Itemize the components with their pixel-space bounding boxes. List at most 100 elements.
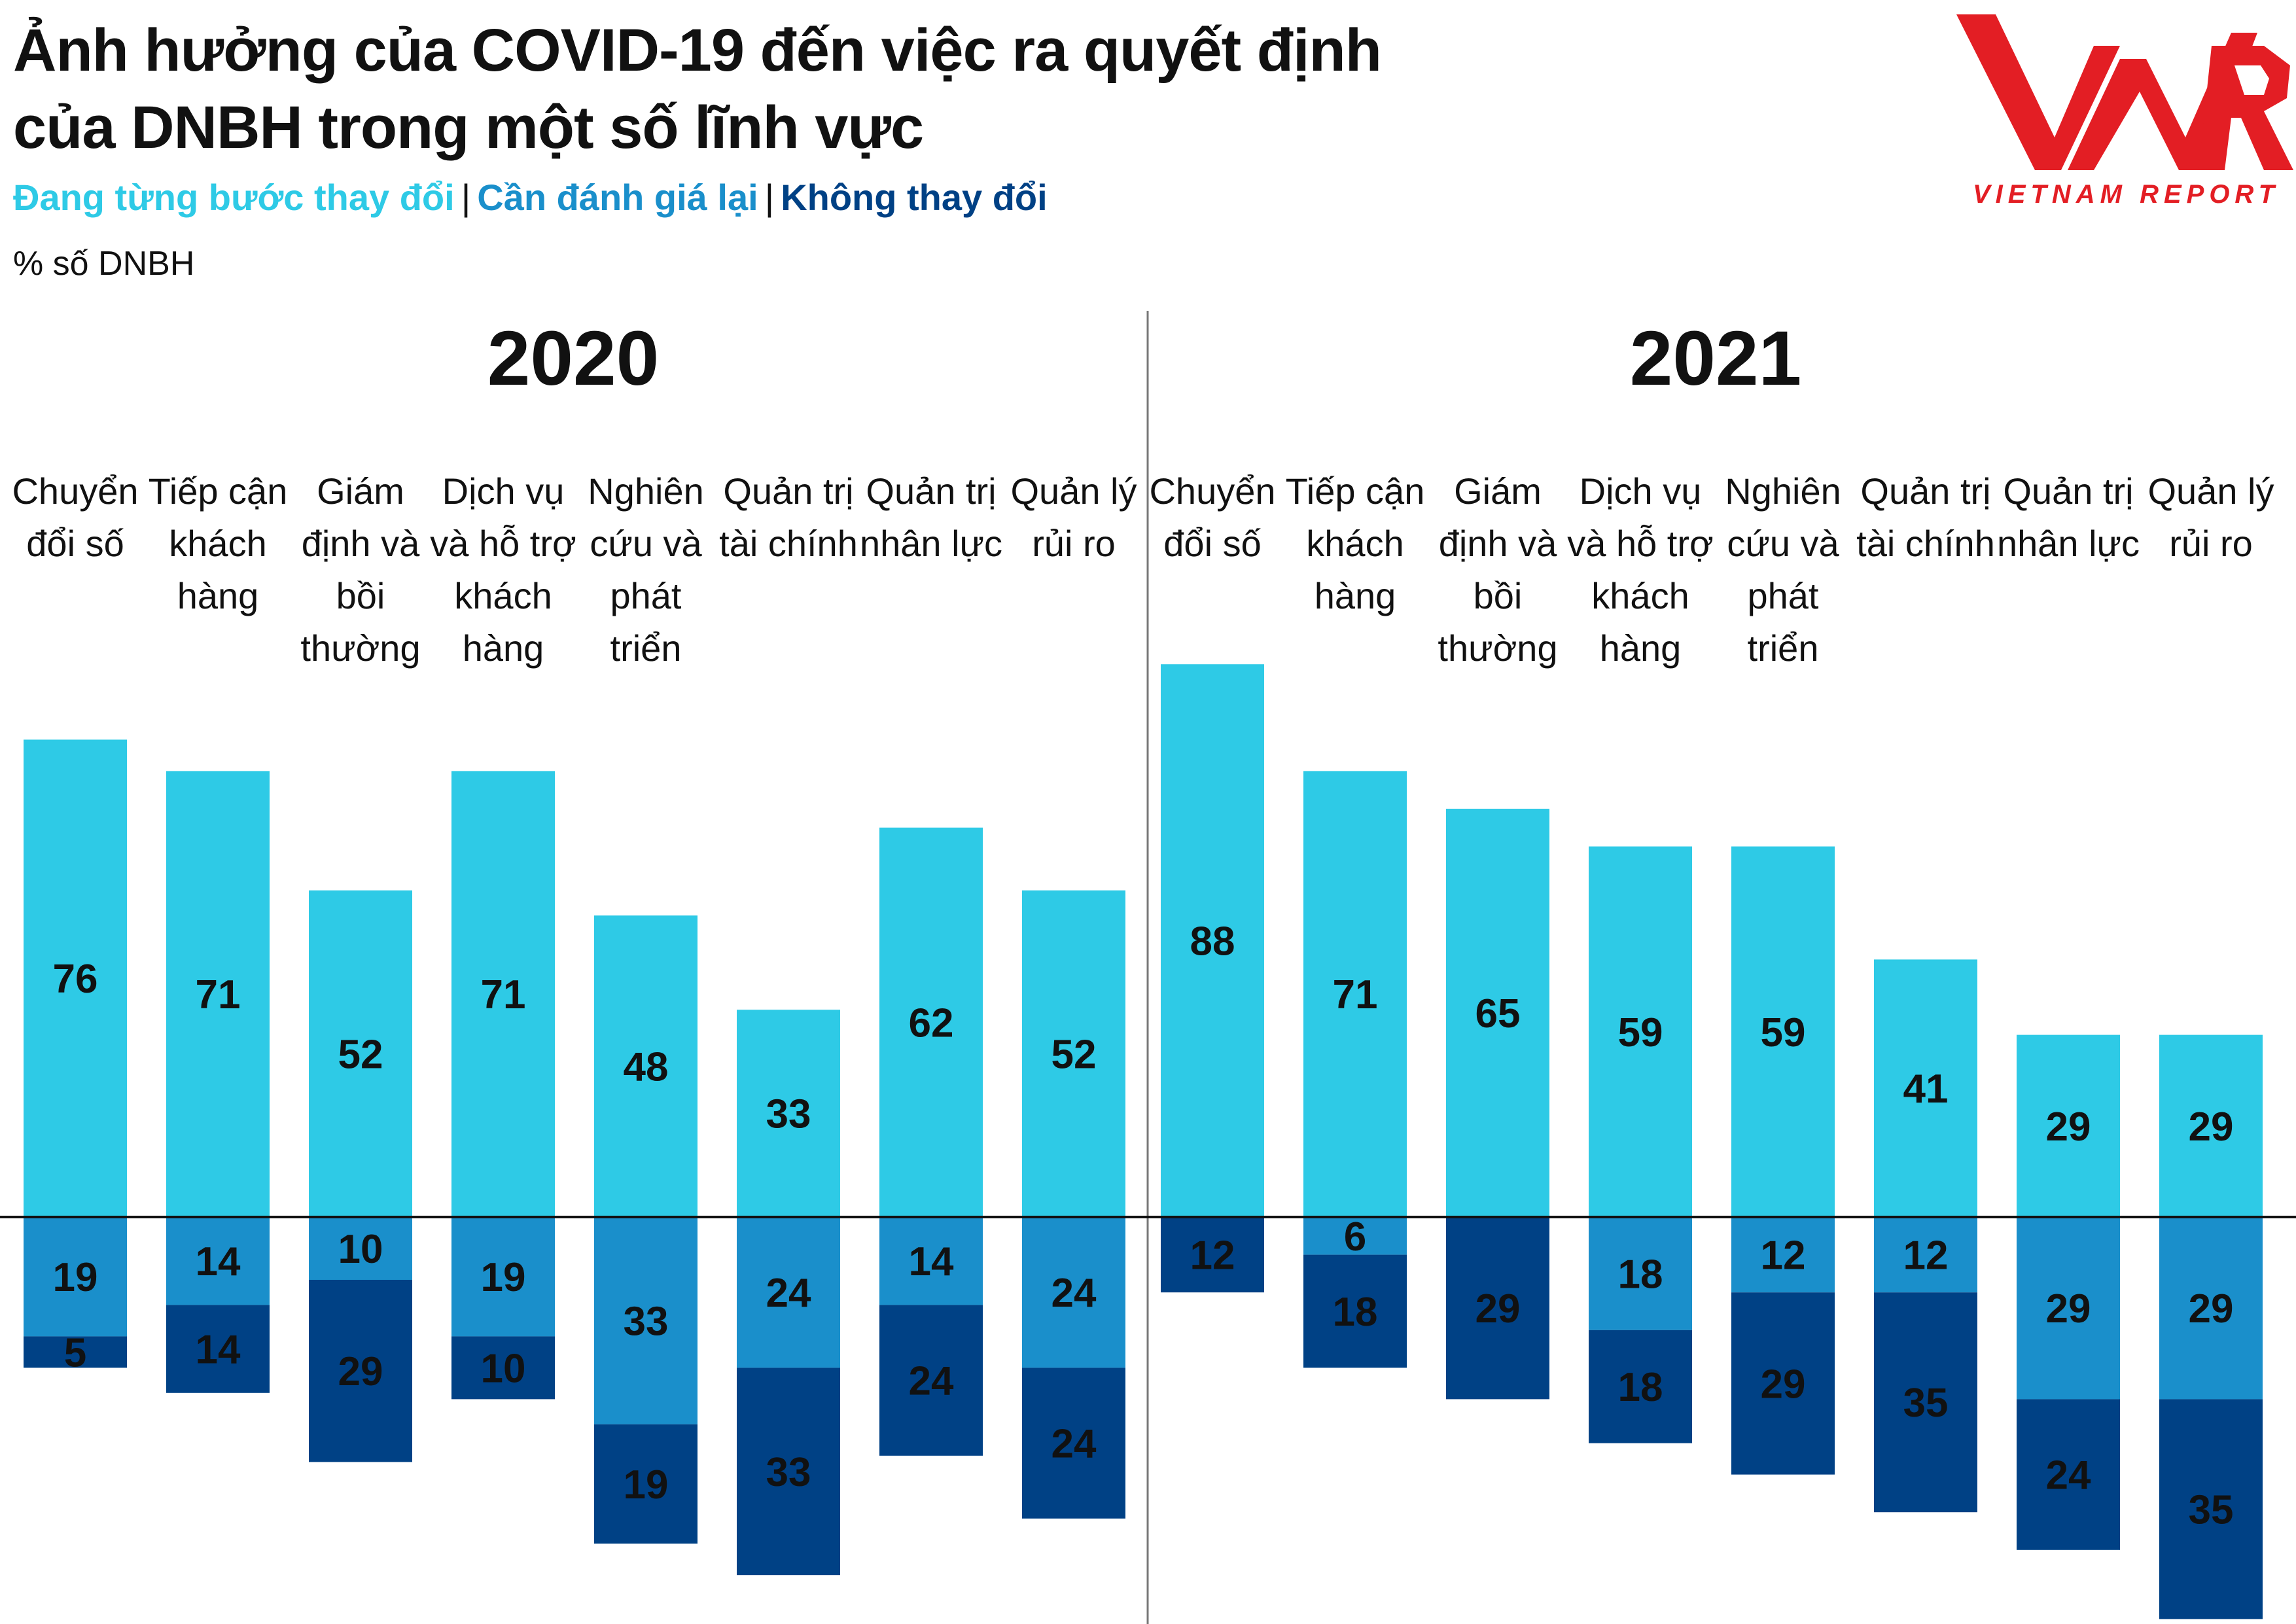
bar-changing-2020-4 bbox=[594, 915, 698, 1217]
bar-unchanged-2021-3 bbox=[1589, 1330, 1692, 1443]
category-label-2020-4: Nghiên bbox=[588, 470, 703, 512]
category-label-2020-0: Chuyển bbox=[12, 470, 138, 512]
bar-unchanged-2020-2 bbox=[309, 1280, 412, 1462]
bar-unchanged-2020-1 bbox=[166, 1305, 270, 1393]
category-label-2020-2: thường bbox=[300, 627, 420, 669]
bar-reassess-2020-4 bbox=[594, 1217, 698, 1424]
category-label-2020-3: khách bbox=[454, 575, 552, 616]
value-label-unchanged-2020-5: 33 bbox=[766, 1450, 811, 1495]
value-label-unchanged-2021-4: 29 bbox=[1761, 1362, 1806, 1407]
legend-separator: | bbox=[764, 177, 775, 218]
value-label-reassess-2021-6: 29 bbox=[2046, 1286, 2091, 1332]
bar-unchanged-2021-6 bbox=[2017, 1399, 2120, 1550]
value-label-unchanged-2020-0: 5 bbox=[64, 1330, 86, 1375]
value-label-reassess-2021-1: 6 bbox=[1344, 1214, 1366, 1260]
value-label-changing-2020-5: 33 bbox=[766, 1092, 811, 1137]
value-label-unchanged-2021-0: 12 bbox=[1190, 1233, 1235, 1279]
value-label-changing-2021-4: 59 bbox=[1761, 1010, 1806, 1055]
value-label-changing-2021-6: 29 bbox=[2046, 1104, 2091, 1150]
category-label-2021-4: Nghiên bbox=[1725, 470, 1841, 512]
bar-changing-2020-6 bbox=[879, 827, 983, 1217]
value-label-unchanged-2021-2: 29 bbox=[1475, 1286, 1521, 1332]
category-label-2021-1: hàng bbox=[1315, 575, 1396, 616]
legend-separator: | bbox=[461, 177, 471, 218]
value-label-unchanged-2020-7: 24 bbox=[1051, 1422, 1097, 1467]
bar-unchanged-2021-1 bbox=[1303, 1254, 1407, 1368]
chart-title-line-2: của DNBH trong một số lĩnh vực bbox=[13, 94, 924, 161]
bar-unchanged-2021-0 bbox=[1161, 1217, 1264, 1293]
category-label-2020-1: hàng bbox=[177, 575, 259, 616]
bar-reassess-2021-5 bbox=[1874, 1217, 1977, 1293]
value-label-reassess-2020-6: 14 bbox=[909, 1239, 954, 1284]
bar-reassess-2021-7 bbox=[2159, 1217, 2263, 1400]
chart-title-line-1: Ảnh hưởng của COVID-19 đến việc ra quyết… bbox=[13, 17, 1382, 84]
year-label-2020: 2020 bbox=[487, 315, 660, 402]
bar-reassess-2021-3 bbox=[1589, 1217, 1692, 1330]
bar-unchanged-2020-3 bbox=[451, 1336, 555, 1400]
logo-tagline: VIETNAM REPORT bbox=[1972, 180, 2280, 209]
bar-changing-2020-1 bbox=[166, 771, 270, 1217]
value-label-changing-2021-2: 65 bbox=[1475, 991, 1521, 1036]
legend-item-changing: Đang từng bước thay đổi bbox=[13, 177, 455, 218]
value-label-unchanged-2020-3: 10 bbox=[481, 1346, 526, 1391]
bar-unchanged-2021-4 bbox=[1731, 1292, 1835, 1475]
category-label-2021-2: định và bbox=[1439, 523, 1557, 564]
category-label-2020-6: nhân lực bbox=[860, 523, 1002, 564]
category-label-2020-3: và hỗ trợ bbox=[430, 523, 576, 564]
category-label-2020-2: Giám bbox=[317, 470, 404, 512]
value-label-changing-2020-6: 62 bbox=[909, 1000, 954, 1046]
value-label-reassess-2021-4: 12 bbox=[1761, 1233, 1806, 1279]
category-label-2021-0: Chuyển bbox=[1149, 470, 1275, 512]
legend: Đang từng bước thay đổi | Cần đánh giá lại… bbox=[13, 171, 1048, 224]
bar-changing-2020-0 bbox=[24, 739, 127, 1217]
value-label-changing-2021-5: 41 bbox=[1903, 1067, 1949, 1112]
bar-reassess-2021-6 bbox=[2017, 1217, 2120, 1400]
bar-unchanged-2020-0 bbox=[24, 1336, 127, 1368]
bar-reassess-2021-1 bbox=[1303, 1217, 1407, 1255]
value-label-unchanged-2021-5: 35 bbox=[1903, 1381, 1949, 1426]
bar-unchanged-2020-7 bbox=[1022, 1368, 1125, 1519]
bar-changing-2021-2 bbox=[1446, 809, 1549, 1217]
value-label-unchanged-2020-1: 14 bbox=[196, 1328, 241, 1373]
bar-reassess-2020-0 bbox=[24, 1217, 127, 1337]
category-label-2021-6: Quản trị bbox=[2003, 470, 2133, 512]
value-label-reassess-2020-4: 33 bbox=[624, 1299, 669, 1344]
value-label-changing-2020-4: 48 bbox=[624, 1045, 669, 1090]
category-label-2021-3: hàng bbox=[1600, 627, 1682, 669]
value-label-changing-2020-2: 52 bbox=[338, 1032, 383, 1077]
value-label-reassess-2020-2: 10 bbox=[338, 1227, 383, 1272]
vnr-logo-icon bbox=[1956, 14, 2293, 170]
category-label-2020-0: đổi số bbox=[26, 523, 124, 564]
category-label-2020-7: Quản lý bbox=[1011, 470, 1137, 512]
bar-reassess-2020-7 bbox=[1022, 1217, 1125, 1368]
category-label-2021-3: Dịch vụ bbox=[1580, 470, 1702, 512]
category-label-2021-4: phát bbox=[1748, 575, 1819, 616]
value-label-changing-2020-1: 71 bbox=[196, 972, 241, 1017]
value-label-reassess-2020-0: 19 bbox=[53, 1255, 98, 1300]
bar-reassess-2020-6 bbox=[879, 1217, 983, 1305]
bar-reassess-2020-5 bbox=[737, 1217, 840, 1368]
bar-changing-2021-7 bbox=[2159, 1034, 2263, 1217]
bar-reassess-2020-1 bbox=[166, 1217, 270, 1305]
value-label-reassess-2021-3: 18 bbox=[1618, 1252, 1663, 1297]
value-label-reassess-2021-5: 12 bbox=[1903, 1233, 1949, 1279]
category-label-2021-1: khách bbox=[1306, 523, 1404, 564]
bar-unchanged-2020-6 bbox=[879, 1305, 983, 1456]
value-label-changing-2021-1: 71 bbox=[1333, 972, 1378, 1017]
value-label-reassess-2020-7: 24 bbox=[1051, 1271, 1097, 1316]
bar-changing-2021-4 bbox=[1731, 846, 1835, 1217]
category-label-2021-2: Giám bbox=[1454, 470, 1542, 512]
category-label-2020-4: phát bbox=[610, 575, 682, 616]
bar-unchanged-2021-2 bbox=[1446, 1217, 1549, 1400]
category-label-2021-7: Quản lý bbox=[2148, 470, 2274, 512]
chart-title: Ảnh hưởng của COVID-19 đến việc ra quyết… bbox=[13, 12, 1382, 166]
bar-unchanged-2021-7 bbox=[2159, 1399, 2263, 1619]
category-label-2020-4: cứu và bbox=[590, 523, 702, 564]
unit-label: % số DNBH bbox=[13, 245, 195, 283]
category-label-2021-0: đổi số bbox=[1163, 523, 1261, 564]
legend-item-unchanged: Không thay đổi bbox=[781, 177, 1048, 218]
bar-changing-2021-1 bbox=[1303, 771, 1407, 1217]
category-label-2021-4: triển bbox=[1748, 627, 1819, 669]
bar-unchanged-2020-4 bbox=[594, 1424, 698, 1544]
category-label-2020-3: hàng bbox=[463, 627, 544, 669]
